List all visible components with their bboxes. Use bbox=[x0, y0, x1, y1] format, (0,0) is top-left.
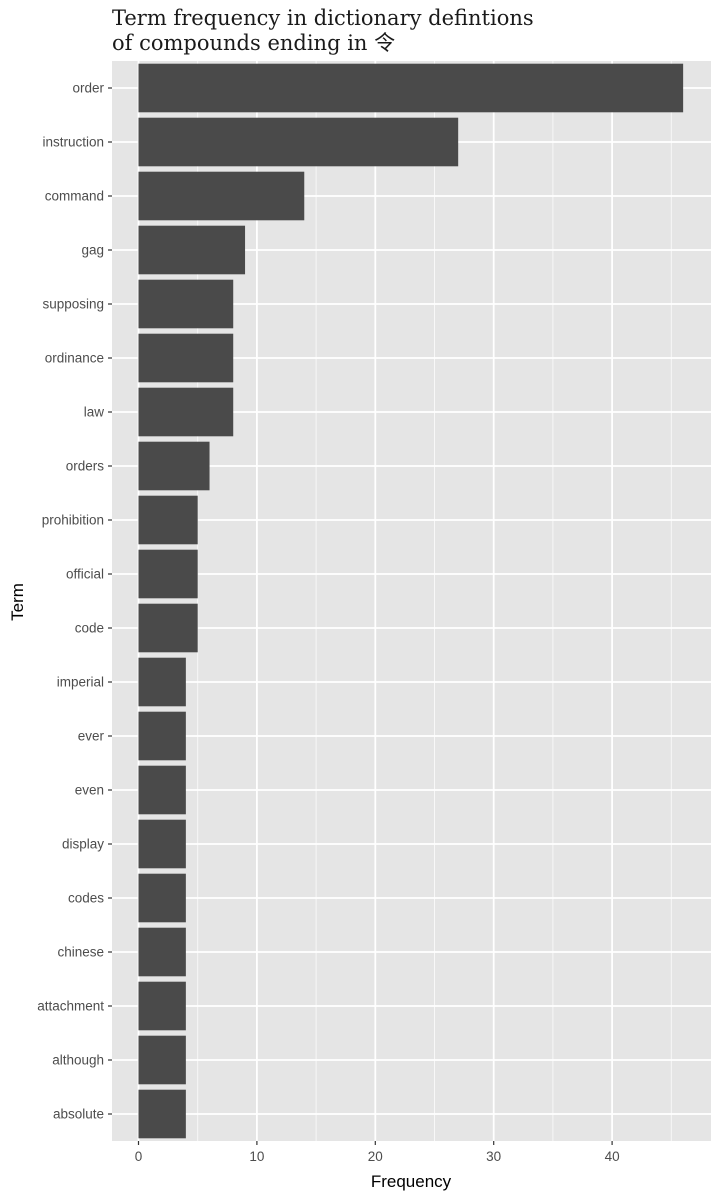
y-tick-label: order bbox=[72, 81, 104, 96]
bar-display bbox=[138, 819, 186, 869]
bar-gag bbox=[138, 225, 246, 275]
bar-order bbox=[138, 63, 684, 113]
y-tick-label: prohibition bbox=[42, 513, 104, 528]
y-tick-label: although bbox=[52, 1053, 104, 1068]
bar-ever bbox=[138, 711, 186, 761]
y-tick-label: chinese bbox=[57, 945, 104, 960]
y-axis-title: Term bbox=[8, 583, 27, 621]
bar-even bbox=[138, 765, 186, 815]
y-tick-label: absolute bbox=[53, 1107, 104, 1122]
y-tick-label: law bbox=[84, 405, 105, 420]
bar-attachment bbox=[138, 981, 186, 1031]
bar-orders bbox=[138, 441, 210, 491]
chart-title-line-2: of compounds ending in 令 bbox=[112, 31, 395, 55]
x-axis: 0 10 20 30 40 bbox=[135, 1141, 620, 1164]
bar-absolute bbox=[138, 1089, 186, 1139]
x-tick-label: 0 bbox=[135, 1149, 143, 1164]
bar-command bbox=[138, 171, 305, 221]
x-tick-label: 20 bbox=[368, 1149, 383, 1164]
y-tick-label: even bbox=[75, 783, 104, 798]
y-tick-label: code bbox=[75, 621, 104, 636]
y-tick-label: supposing bbox=[42, 297, 104, 312]
y-tick-label: attachment bbox=[37, 999, 104, 1014]
chart-title-line-1: Term frequency in dictionary defintions bbox=[112, 6, 534, 30]
bar-supposing bbox=[138, 279, 234, 329]
bar-imperial bbox=[138, 657, 186, 707]
y-axis: order instruction command gag supposing ordin… bbox=[37, 81, 112, 1122]
bar-law bbox=[138, 387, 234, 437]
y-tick-label: official bbox=[66, 567, 104, 582]
y-tick-label: instruction bbox=[42, 135, 104, 150]
y-tick-label: codes bbox=[68, 891, 104, 906]
bar-chinese bbox=[138, 927, 186, 977]
y-tick-label: command bbox=[45, 189, 104, 204]
y-tick-label: imperial bbox=[57, 675, 104, 690]
bar-although bbox=[138, 1035, 186, 1085]
x-tick-label: 10 bbox=[249, 1149, 264, 1164]
y-tick-label: orders bbox=[66, 459, 105, 474]
bars bbox=[138, 63, 684, 1139]
x-axis-title: Frequency bbox=[371, 1172, 452, 1191]
x-tick-label: 40 bbox=[605, 1149, 620, 1164]
y-tick-label: ordinance bbox=[45, 351, 104, 366]
bar-ordinance bbox=[138, 333, 234, 383]
bar-code bbox=[138, 603, 198, 653]
plot-panel bbox=[112, 61, 711, 1141]
y-tick-label: display bbox=[62, 837, 104, 852]
bar-instruction bbox=[138, 117, 459, 167]
bar-prohibition bbox=[138, 495, 198, 545]
y-tick-label: ever bbox=[78, 729, 105, 744]
y-tick-label: gag bbox=[81, 243, 104, 258]
bar-codes bbox=[138, 873, 186, 923]
bar-official bbox=[138, 549, 198, 599]
x-tick-label: 30 bbox=[486, 1149, 501, 1164]
